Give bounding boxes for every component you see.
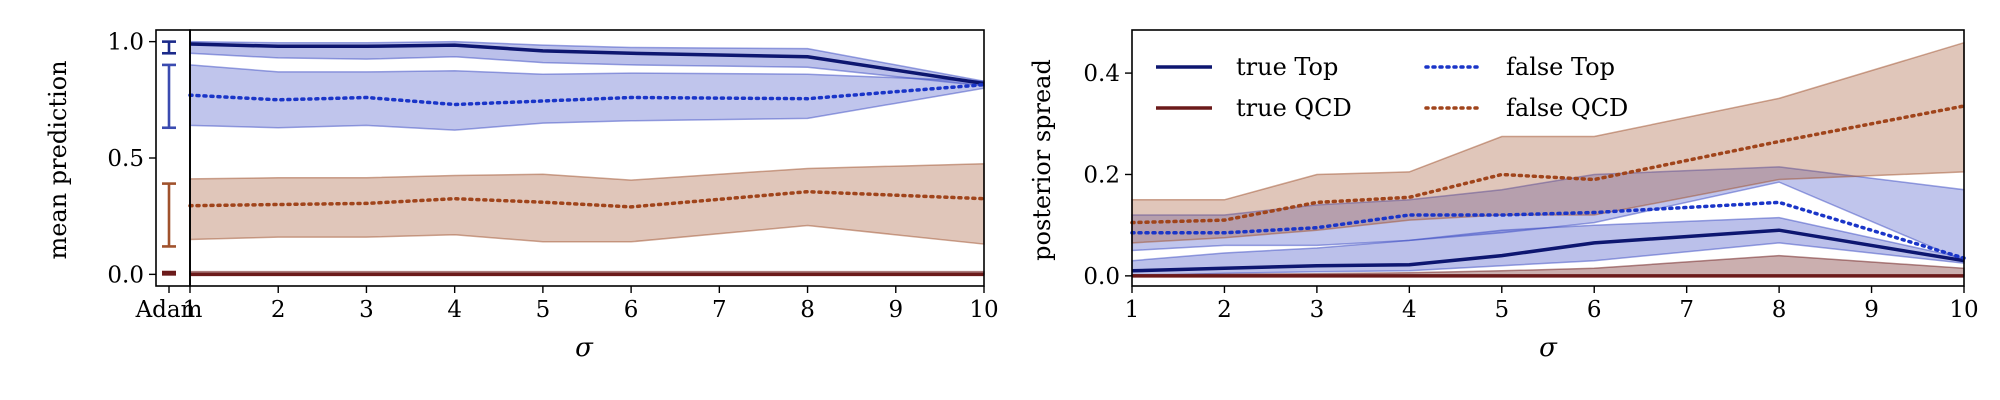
left-lines [188, 42, 986, 277]
legend-entry-false-top: false Top [1424, 53, 1615, 81]
posterior-spread-panel: 1 2 3 4 5 6 7 8 9 10 0.0 0.2 0.4 true Top true QCD fal… [1028, 29, 1979, 363]
right-line-false-top [1130, 200, 1966, 260]
left-x-tick-label: 8 [800, 297, 815, 323]
left-x-tick-label: 10 [969, 297, 998, 323]
adam-errorbar-false-qcd [162, 182, 176, 248]
adam-x-tick-label: Adam [135, 297, 203, 323]
legend-entry-false-qcd: false QCD [1424, 94, 1628, 122]
left-x-tick-label: 2 [271, 297, 286, 323]
right-y-tick-label: 0.4 [1083, 61, 1120, 87]
legend: true Top true QCD false Top false QCD [1156, 53, 1628, 122]
right-line-true-top [1131, 228, 1965, 273]
right-line-false-qcd [1130, 104, 1966, 225]
right-x-tick-label: 4 [1402, 297, 1417, 323]
left-line-false-qcd [188, 189, 986, 209]
legend-label: true Top [1236, 53, 1338, 81]
left-x-tick-label: 7 [712, 297, 727, 323]
legend-label: false QCD [1506, 94, 1628, 122]
mean-prediction-panel: 1 2 3 4 5 6 7 8 9 10 0.0 0.5 1.0 Adam mean prediction… [44, 29, 999, 363]
left-line-true-top [189, 42, 985, 86]
right-x-tick-label: 5 [1494, 297, 1509, 323]
legend-label: false Top [1506, 53, 1615, 81]
left-x-tick-label: 4 [447, 297, 462, 323]
right-x-tick-label: 10 [1949, 297, 1978, 323]
left-x-axis-label: σ [575, 333, 594, 363]
left-y-tick-label: 0.0 [107, 262, 144, 288]
left-bands [189, 40, 985, 276]
right-y-tick-label: 0.2 [1083, 162, 1120, 188]
legend-entry-true-qcd: true QCD [1156, 94, 1352, 122]
left-x-tick-label: 9 [888, 297, 903, 323]
right-x-tick-label: 3 [1310, 297, 1325, 323]
left-x-tick-label: 6 [624, 297, 639, 323]
left-x-tick-label: 3 [359, 297, 374, 323]
adam-errorbars [162, 40, 176, 276]
left-y-axis-label: mean prediction [44, 60, 72, 259]
right-x-tick-label: 7 [1679, 297, 1694, 323]
right-x-tick-label: 9 [1864, 297, 1879, 323]
right-x-tick-label: 8 [1772, 297, 1787, 323]
right-y-axis-label: posterior spread [1028, 59, 1056, 261]
left-y-tick-label: 1.0 [107, 30, 144, 56]
left-y-tick-label: 0.5 [107, 146, 144, 172]
left-axes: 1 2 3 4 5 6 7 8 9 10 0.0 0.5 1.0 Adam [107, 29, 999, 323]
left-x-tick-label: 1 [183, 297, 198, 323]
adam-errorbar-true-top [162, 40, 176, 55]
right-x-tick-label: 1 [1125, 297, 1140, 323]
right-y-tick-label: 0.0 [1083, 264, 1120, 290]
left-line-false-top [188, 82, 986, 107]
left-x-tick-label: 5 [536, 297, 551, 323]
legend-label: true QCD [1236, 94, 1352, 122]
right-axes-frame [1131, 29, 1965, 287]
right-lines [1130, 104, 1966, 278]
right-x-tick-label: 2 [1217, 297, 1232, 323]
right-x-tick-label: 6 [1587, 297, 1602, 323]
adam-errorbar-false-top [162, 63, 176, 130]
right-axes: 1 2 3 4 5 6 7 8 9 10 0.0 0.2 0.4 [1083, 29, 1979, 323]
legend-entry-true-top: true Top [1156, 53, 1338, 81]
right-x-axis-label: σ [1539, 333, 1558, 363]
adam-errorbar-true-qcd [162, 270, 176, 276]
